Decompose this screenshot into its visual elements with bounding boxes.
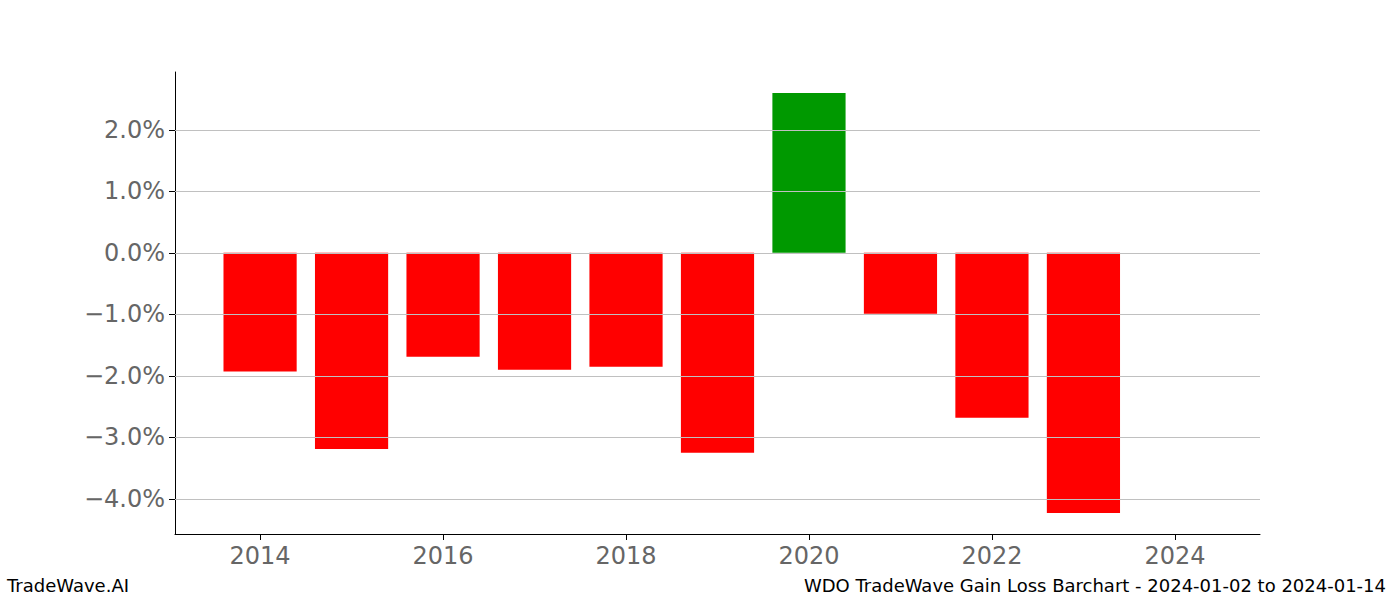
svg-text:2016: 2016 [413, 542, 474, 570]
svg-text:2018: 2018 [595, 542, 656, 570]
svg-text:2022: 2022 [961, 542, 1022, 570]
svg-text:2014: 2014 [230, 542, 291, 570]
svg-text:−2.0%: −2.0% [84, 362, 165, 390]
svg-text:WDO TradeWave Gain Loss Barcha: WDO TradeWave Gain Loss Barchart - 2024-… [804, 575, 1386, 596]
svg-text:0.0%: 0.0% [104, 239, 165, 267]
svg-text:2024: 2024 [1144, 542, 1205, 570]
svg-text:−3.0%: −3.0% [84, 423, 165, 451]
svg-text:2020: 2020 [778, 542, 839, 570]
svg-text:TradeWave.AI: TradeWave.AI [6, 575, 129, 596]
svg-text:−4.0%: −4.0% [84, 485, 165, 513]
svg-text:−1.0%: −1.0% [84, 300, 165, 328]
svg-text:1.0%: 1.0% [104, 177, 165, 205]
svg-text:2.0%: 2.0% [104, 116, 165, 144]
